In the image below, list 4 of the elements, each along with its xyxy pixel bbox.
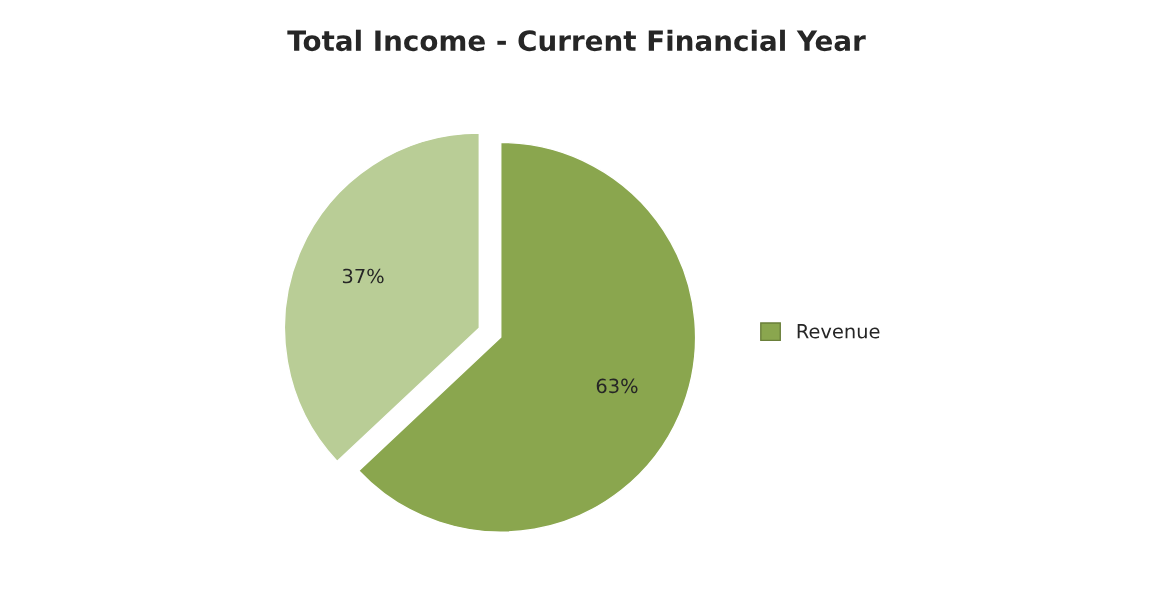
- data-label: 37%: [342, 268, 384, 284]
- chart-title: Total Income - Current Financial Year: [287, 29, 866, 52]
- data-label: 63%: [596, 378, 638, 394]
- legend-label: Revenue: [797, 324, 880, 339]
